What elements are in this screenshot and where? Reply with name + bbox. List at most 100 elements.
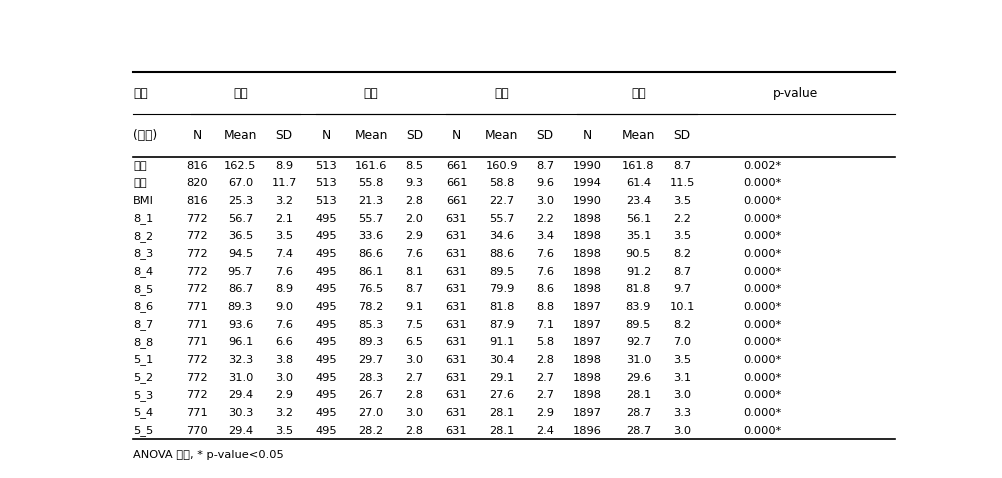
Text: 0.000*: 0.000* [742, 408, 782, 418]
Text: 96.1: 96.1 [227, 337, 253, 347]
Text: 2.8: 2.8 [405, 425, 423, 435]
Text: 28.7: 28.7 [625, 408, 650, 418]
Text: 27.6: 27.6 [489, 390, 514, 400]
Text: 3.4: 3.4 [536, 231, 553, 241]
Text: 2.7: 2.7 [536, 372, 553, 382]
Text: 55.7: 55.7 [488, 214, 514, 224]
Text: 772: 772 [186, 390, 207, 400]
Text: 1898: 1898 [572, 267, 601, 277]
Text: 495: 495 [315, 372, 337, 382]
Text: 8_8: 8_8 [133, 337, 153, 348]
Text: 86.6: 86.6 [358, 249, 383, 259]
Text: 3.5: 3.5 [275, 425, 293, 435]
Text: Mean: Mean [354, 129, 388, 142]
Text: 30.3: 30.3 [227, 408, 253, 418]
Text: 8.6: 8.6 [536, 284, 553, 294]
Text: 5_5: 5_5 [133, 425, 153, 436]
Text: 2.8: 2.8 [405, 390, 423, 400]
Text: 85.3: 85.3 [358, 320, 384, 329]
Text: 8.7: 8.7 [405, 284, 423, 294]
Text: 1994: 1994 [572, 178, 601, 188]
Text: 160.9: 160.9 [485, 161, 517, 171]
Text: 9.7: 9.7 [672, 284, 690, 294]
Text: 661: 661 [445, 178, 467, 188]
Text: SD: SD [406, 129, 423, 142]
Text: 7.0: 7.0 [672, 337, 690, 347]
Text: 2.0: 2.0 [405, 214, 423, 224]
Text: 26.7: 26.7 [358, 390, 383, 400]
Text: 25.3: 25.3 [227, 196, 253, 206]
Text: 신장: 신장 [133, 161, 146, 171]
Text: 3.5: 3.5 [275, 231, 293, 241]
Text: 495: 495 [315, 284, 337, 294]
Text: 91.1: 91.1 [488, 337, 514, 347]
Text: 7.4: 7.4 [275, 249, 293, 259]
Text: 3.0: 3.0 [405, 355, 423, 365]
Text: 772: 772 [186, 249, 207, 259]
Text: 495: 495 [315, 214, 337, 224]
Text: 29.4: 29.4 [227, 425, 253, 435]
Text: 28.2: 28.2 [358, 425, 383, 435]
Text: 3.0: 3.0 [672, 390, 690, 400]
Text: 495: 495 [315, 390, 337, 400]
Text: 58.8: 58.8 [488, 178, 514, 188]
Text: 513: 513 [315, 196, 337, 206]
Text: 22.7: 22.7 [489, 196, 514, 206]
Text: 95.7: 95.7 [227, 267, 253, 277]
Text: 8.1: 8.1 [405, 267, 423, 277]
Text: 28.1: 28.1 [489, 408, 514, 418]
Text: 8_1: 8_1 [133, 213, 153, 224]
Text: 9.1: 9.1 [405, 302, 423, 312]
Text: ANOVA 검정, * p-value<0.05: ANOVA 검정, * p-value<0.05 [133, 450, 284, 460]
Text: 0.000*: 0.000* [742, 214, 782, 224]
Text: 1896: 1896 [572, 425, 601, 435]
Text: 29.6: 29.6 [625, 372, 650, 382]
Text: 495: 495 [315, 231, 337, 241]
Text: 81.8: 81.8 [625, 284, 650, 294]
Text: (전체): (전체) [133, 129, 157, 142]
Text: 5_4: 5_4 [133, 407, 153, 418]
Text: 0.002*: 0.002* [742, 161, 782, 171]
Text: 34.6: 34.6 [489, 231, 514, 241]
Text: 2.7: 2.7 [405, 372, 423, 382]
Text: 55.7: 55.7 [358, 214, 384, 224]
Text: 7.6: 7.6 [405, 249, 423, 259]
Text: 3.1: 3.1 [672, 372, 690, 382]
Text: 772: 772 [186, 355, 207, 365]
Text: 0.000*: 0.000* [742, 196, 782, 206]
Text: 631: 631 [445, 408, 467, 418]
Text: Mean: Mean [484, 129, 518, 142]
Text: 771: 771 [185, 302, 207, 312]
Text: 631: 631 [445, 284, 467, 294]
Text: 631: 631 [445, 320, 467, 329]
Text: p-value: p-value [772, 87, 818, 100]
Text: 8_2: 8_2 [133, 231, 153, 242]
Text: 1990: 1990 [572, 161, 601, 171]
Text: 8.2: 8.2 [672, 320, 690, 329]
Text: 631: 631 [445, 337, 467, 347]
Text: 772: 772 [186, 214, 207, 224]
Text: 0.000*: 0.000* [742, 302, 782, 312]
Text: 161.6: 161.6 [355, 161, 387, 171]
Text: 1898: 1898 [572, 372, 601, 382]
Text: 3.0: 3.0 [672, 425, 690, 435]
Text: 816: 816 [186, 161, 207, 171]
Text: 92.7: 92.7 [625, 337, 650, 347]
Text: 8.9: 8.9 [275, 161, 293, 171]
Text: 0.000*: 0.000* [742, 178, 782, 188]
Text: 0.000*: 0.000* [742, 320, 782, 329]
Text: 8.7: 8.7 [535, 161, 554, 171]
Text: 2.9: 2.9 [536, 408, 553, 418]
Text: 3.0: 3.0 [405, 408, 423, 418]
Text: 10.1: 10.1 [668, 302, 694, 312]
Text: 3.2: 3.2 [275, 196, 293, 206]
Text: 1898: 1898 [572, 249, 601, 259]
Text: 0.000*: 0.000* [742, 337, 782, 347]
Text: 1897: 1897 [572, 337, 601, 347]
Text: 0.000*: 0.000* [742, 267, 782, 277]
Text: 76.5: 76.5 [358, 284, 383, 294]
Text: 1898: 1898 [572, 355, 601, 365]
Text: 89.3: 89.3 [358, 337, 384, 347]
Text: 93.6: 93.6 [227, 320, 253, 329]
Text: 94.5: 94.5 [227, 249, 253, 259]
